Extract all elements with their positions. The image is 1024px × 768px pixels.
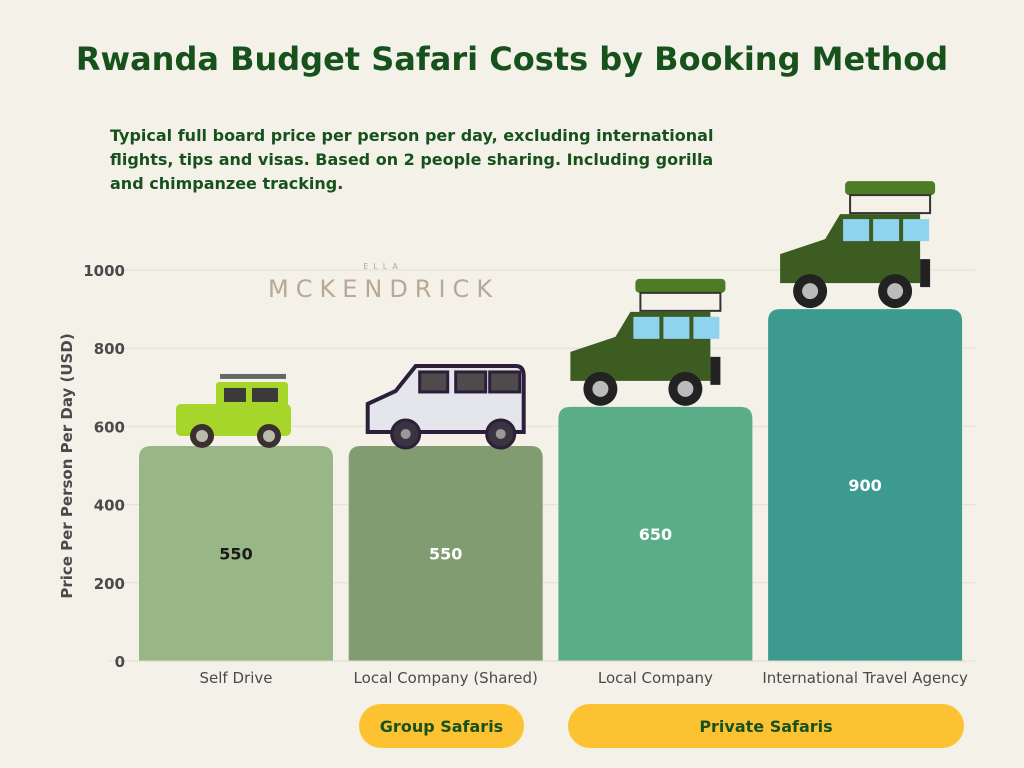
x-tick-label: Self Drive <box>200 669 273 687</box>
bar-value-label: 650 <box>639 525 672 544</box>
y-tick-label: 200 <box>94 575 125 593</box>
bar <box>139 445 333 661</box>
y-tick-label: 800 <box>94 340 125 358</box>
safari-truck-icon <box>780 181 936 309</box>
logo-top: ELLA <box>363 262 403 271</box>
x-tick-label: Local Company <box>598 669 713 687</box>
private-safaris-pill: Private Safaris <box>568 704 964 748</box>
safari-truck-icon <box>570 278 726 406</box>
bar-value-label: 900 <box>848 476 881 495</box>
y-tick-label: 0 <box>115 653 125 671</box>
y-tick-label: 1000 <box>83 262 125 280</box>
logo-name: MCKENDRICK <box>268 275 500 303</box>
chart-subtitle: Typical full board price per person per … <box>110 126 714 193</box>
bar <box>348 445 543 661</box>
white-van-icon <box>365 363 526 450</box>
x-tick-label: Local Company (Shared) <box>354 669 538 687</box>
chart-title: Rwanda Budget Safari Costs by Booking Me… <box>75 40 949 78</box>
y-tick-label: 400 <box>94 497 125 515</box>
x-tick-label: International Travel Agency <box>762 669 968 687</box>
watermark-logo: ELLA MCKENDRICK <box>268 262 498 303</box>
bar-value-label: 550 <box>219 544 252 563</box>
bar <box>558 406 753 661</box>
bar <box>768 309 963 661</box>
group-safaris-pill: Group Safaris <box>359 704 524 748</box>
bar-value-label: 550 <box>429 544 462 563</box>
y-tick-label: 600 <box>94 418 125 436</box>
green-jeep-icon <box>176 373 291 448</box>
